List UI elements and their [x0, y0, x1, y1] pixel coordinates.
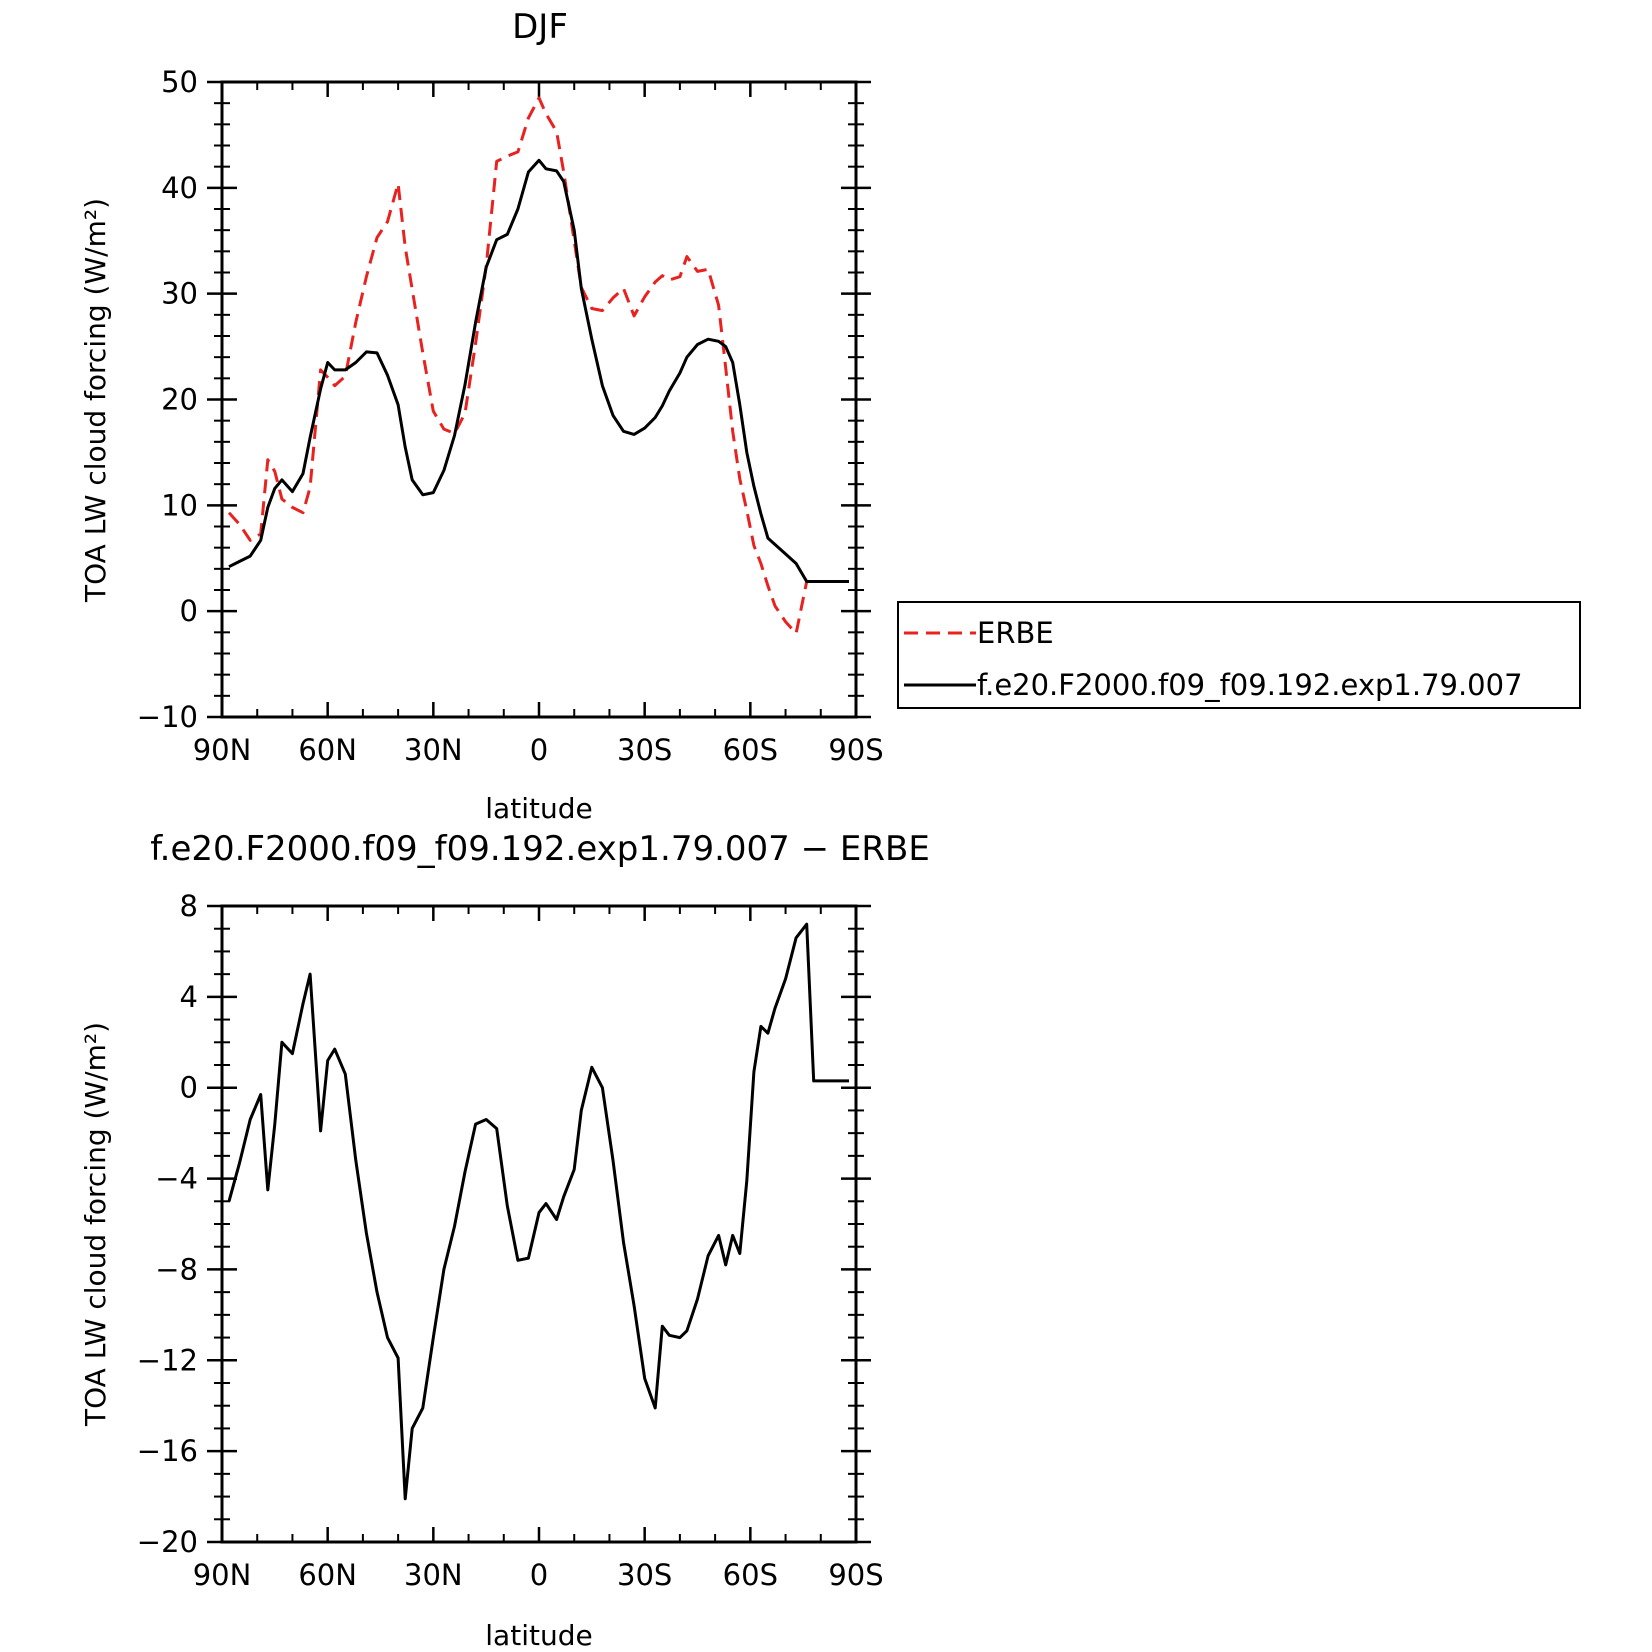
- top-series-group: [227, 96, 849, 635]
- y-tick-label: 0: [180, 594, 198, 628]
- top-panel: DJF −10 0 10 20 30 40 50 90N 60N 30N 0 30S 60S 90S l…: [79, 7, 884, 825]
- series-line-0: [227, 96, 849, 635]
- y-tick-label: −4: [155, 1162, 198, 1196]
- y-tick-label: −8: [155, 1252, 198, 1286]
- bottom-x-tick-labels: 90N 60N 30N 0 30S 60S 90S: [193, 1558, 884, 1592]
- x-tick-label: 60N: [298, 1558, 357, 1592]
- x-tick-label: 60S: [723, 1558, 778, 1592]
- legend-model-label: f.e20.F2000.f09_f09.192.exp1.79.007: [977, 668, 1523, 702]
- x-tick-label: 90N: [193, 1558, 252, 1592]
- y-tick-label: 50: [161, 65, 198, 99]
- bottom-panel: f.e20.F2000.f09_f09.192.exp1.79.007 − ER…: [79, 829, 930, 1652]
- bottom-plot-frame: [220, 904, 858, 1544]
- y-tick-label: −10: [137, 700, 198, 734]
- y-tick-label: 40: [161, 171, 198, 205]
- x-tick-label: 90N: [193, 733, 252, 767]
- bottom-chart-title: f.e20.F2000.f09_f09.192.exp1.79.007 − ER…: [150, 829, 930, 869]
- bottom-x-axis-title: latitude: [485, 1619, 592, 1652]
- y-tick-label: 4: [180, 980, 198, 1014]
- y-tick-label: −12: [137, 1343, 198, 1377]
- top-x-axis-title: latitude: [485, 792, 592, 825]
- difference-series-line: [227, 922, 849, 1501]
- legend: ERBE f.e20.F2000.f09_f09.192.exp1.79.007: [897, 601, 1581, 709]
- y-tick-label: −16: [137, 1434, 198, 1468]
- y-tick-label: 8: [180, 889, 198, 923]
- x-tick-label: 90S: [828, 1558, 883, 1592]
- top-y-tick-labels: −10 0 10 20 30 40 50: [137, 65, 198, 734]
- bottom-ticks: [207, 904, 871, 1544]
- top-x-tick-labels: 90N 60N 30N 0 30S 60S 90S: [193, 733, 884, 767]
- top-ticks: [207, 80, 871, 719]
- x-tick-label: 30S: [617, 733, 672, 767]
- x-tick-label: 30N: [404, 1558, 463, 1592]
- y-tick-label: 20: [161, 383, 198, 417]
- series-line-1: [228, 158, 849, 583]
- y-tick-label: 0: [180, 1071, 198, 1105]
- x-tick-label: 30S: [617, 1558, 672, 1592]
- bottom-series-group: [227, 922, 849, 1501]
- y-tick-label: 30: [161, 277, 198, 311]
- x-tick-label: 60S: [723, 733, 778, 767]
- x-tick-label: 0: [530, 733, 548, 767]
- x-tick-label: 30N: [404, 733, 463, 767]
- top-y-axis-title: TOA LW cloud forcing (W/m²): [79, 198, 112, 603]
- top-chart-title: DJF: [512, 7, 568, 47]
- x-tick-label: 0: [530, 1558, 548, 1592]
- legend-erbe-label: ERBE: [977, 616, 1054, 650]
- bottom-y-axis-title: TOA LW cloud forcing (W/m²): [79, 1022, 112, 1427]
- bottom-y-tick-labels: −20 −16 −12 −8 −4 0 4 8: [137, 889, 198, 1559]
- x-tick-label: 90S: [828, 733, 883, 767]
- y-tick-label: 10: [161, 488, 198, 522]
- x-tick-label: 60N: [298, 733, 357, 767]
- legend-box: [897, 601, 1581, 709]
- y-tick-label: −20: [137, 1525, 198, 1559]
